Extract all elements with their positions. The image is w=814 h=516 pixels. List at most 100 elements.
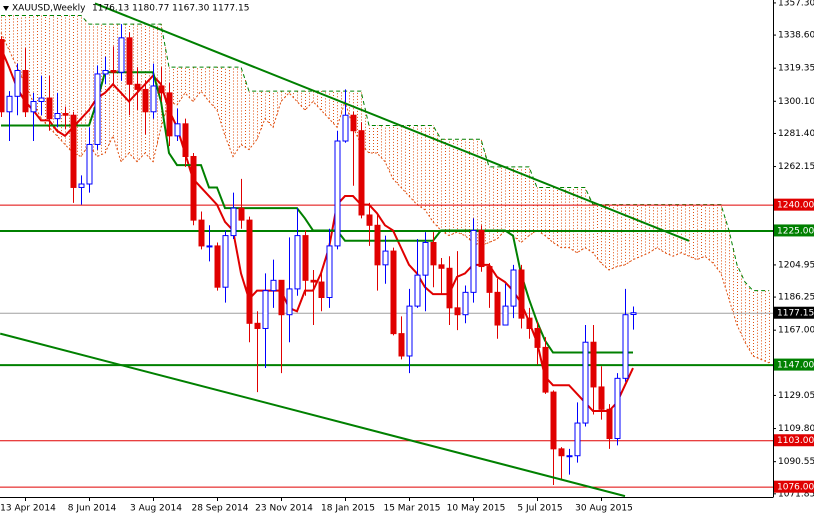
candle-body	[94, 73, 101, 145]
senkou-span-a	[0, 32, 770, 364]
candle-body	[502, 305, 509, 326]
candle-body	[398, 333, 405, 357]
price-tag	[774, 480, 814, 493]
y-tick-label: 1204.95	[778, 260, 814, 270]
candle-body	[206, 245, 213, 248]
price-tag	[774, 198, 814, 211]
candle-body	[126, 37, 133, 85]
candle-body	[294, 235, 301, 290]
y-tick-label: 1071.85	[778, 489, 814, 499]
candle-body	[270, 279, 277, 292]
candle-body	[630, 312, 637, 315]
candle-body	[262, 290, 269, 329]
y-tick-label: 1186.25	[778, 293, 814, 303]
candle-body	[190, 155, 197, 221]
candle-body	[438, 264, 445, 269]
candle-body	[174, 123, 181, 137]
candle-body	[182, 123, 189, 157]
candle-body	[550, 391, 557, 450]
candle-body	[30, 100, 37, 113]
candle-body	[62, 113, 69, 116]
candle-body	[158, 85, 165, 94]
candle-body	[0, 39, 5, 113]
candle-body	[14, 70, 21, 97]
y-tick-label: 1281.40	[778, 129, 814, 139]
candle-body	[606, 408, 613, 440]
candle-body	[526, 317, 533, 329]
candle-body	[142, 88, 149, 113]
candle-body	[118, 37, 125, 73]
x-tick-label: 18 Jan 2015	[321, 504, 375, 514]
candle-body	[334, 140, 341, 247]
candle-body	[318, 281, 325, 299]
price-tag-label: 1225.00	[777, 226, 814, 236]
candle-body	[534, 327, 541, 348]
candle-body	[510, 269, 517, 307]
candle-body	[246, 219, 253, 324]
plot-area	[0, 2, 773, 497]
candle-body	[166, 92, 173, 137]
price-tag-label: 1240.00	[777, 201, 814, 211]
menu-icon[interactable]	[3, 6, 9, 11]
candle-body	[430, 241, 437, 266]
candle-body	[310, 279, 317, 283]
candle-body	[278, 279, 285, 316]
candle-body	[326, 245, 333, 299]
candle-body	[494, 291, 501, 326]
senkou-span-b	[1, 14, 769, 292]
x-tick-label: 3 Aug 2014	[130, 504, 182, 514]
price-tag-label: 1177.15	[777, 309, 814, 319]
candle-body	[238, 207, 245, 221]
x-tick-label: 30 Aug 2015	[575, 504, 633, 514]
candle-body	[22, 70, 29, 113]
candle-body	[542, 346, 549, 393]
candle-body	[622, 314, 629, 379]
price-tag	[774, 306, 814, 319]
price-tag	[774, 358, 814, 371]
y-tick-label: 1167.00	[778, 326, 814, 336]
candle-body	[518, 269, 525, 319]
candle-body	[558, 448, 565, 457]
candle-body	[230, 207, 237, 237]
candle-body	[198, 219, 205, 247]
y-tick-label: 1090.55	[778, 457, 814, 467]
candle-body	[286, 288, 293, 316]
candle-body	[214, 245, 221, 288]
candle-body	[446, 267, 453, 309]
candle-body	[598, 386, 605, 410]
candle-body	[486, 266, 493, 293]
x-tick-label: 10 May 2015	[447, 504, 506, 514]
candle-body	[150, 85, 157, 113]
candle-body	[366, 214, 373, 226]
price-tag-label: 1147.00	[777, 361, 814, 371]
candle-body	[358, 130, 365, 216]
trendline	[94, 2, 690, 242]
candle-body	[382, 250, 389, 266]
x-tick-label: 28 Sep 2014	[191, 504, 248, 514]
candle-body	[478, 229, 485, 268]
trendline	[0, 332, 626, 497]
candle-body	[110, 70, 117, 73]
candle-body	[46, 97, 53, 120]
candle-body	[390, 250, 397, 335]
candle-body	[406, 305, 413, 357]
candle-body	[470, 229, 477, 293]
candle-body	[350, 114, 357, 132]
candle-body	[70, 114, 77, 188]
candle-body	[78, 183, 85, 188]
candle-body	[566, 455, 573, 458]
y-tick-label: 1319.35	[778, 64, 814, 74]
candle-body	[374, 224, 381, 266]
candle-body	[582, 341, 589, 424]
price-tag-label: 1076.00	[777, 483, 814, 493]
price-tag	[774, 434, 814, 447]
candle-body	[302, 235, 309, 281]
x-tick-label: 13 Apr 2014	[0, 504, 56, 514]
ohlc-label: 1176.13 1180.77 1167.30 1177.15	[92, 4, 249, 14]
price-tag	[774, 224, 814, 237]
candle-body	[102, 70, 109, 75]
candle-body	[614, 377, 621, 440]
y-tick-label: 1338.60	[778, 31, 814, 41]
y-tick-label: 1109.80	[778, 424, 814, 434]
